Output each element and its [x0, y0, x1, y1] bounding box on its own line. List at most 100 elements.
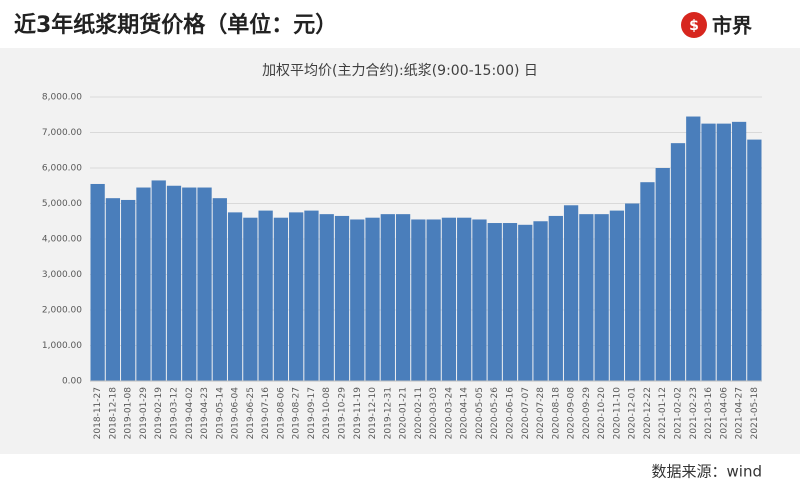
bar	[258, 210, 273, 381]
logo-text: 市界	[712, 14, 752, 38]
x-tick-label: 2019-05-14	[215, 387, 225, 440]
y-tick-label: 1,000.00	[42, 341, 82, 351]
bar	[273, 217, 289, 381]
bar	[548, 215, 563, 381]
x-tick-label: 2020-07-07	[521, 387, 531, 439]
bar	[686, 116, 701, 382]
x-tick-label: 2021-02-02	[674, 387, 684, 439]
x-tick-label: 2020-12-01	[628, 387, 638, 439]
bar	[166, 185, 182, 381]
x-tick-label: 2020-09-08	[567, 387, 577, 440]
x-tick-label: 2021-03-16	[704, 387, 714, 440]
x-tick-label: 2020-06-16	[506, 387, 516, 440]
bar	[212, 198, 227, 381]
bar	[121, 199, 136, 381]
x-tick-label: 2019-04-23	[200, 387, 210, 439]
bar	[304, 210, 319, 381]
bar	[426, 219, 441, 381]
x-tick-label: 2018-11-27	[93, 387, 103, 439]
bar	[395, 214, 411, 381]
x-tick-label: 2020-04-14	[460, 387, 470, 440]
bar	[289, 212, 304, 381]
bar	[625, 203, 640, 381]
x-tick-label: 2020-10-20	[597, 387, 607, 440]
x-tick-label: 2018-12-18	[108, 387, 118, 440]
x-tick-label: 2019-03-12	[170, 387, 180, 439]
page-title: 近3年纸浆期货价格（单位：元）	[14, 12, 337, 38]
x-tick-label: 2020-03-03	[429, 387, 439, 439]
y-tick-label: 7,000.00	[42, 128, 82, 138]
logo-icon	[681, 12, 707, 38]
bar	[518, 224, 533, 381]
bar	[197, 187, 212, 381]
x-tick-label: 2021-01-12	[658, 387, 668, 439]
bar	[701, 123, 716, 381]
x-tick-label: 2019-12-31	[383, 387, 393, 439]
chart-title: 加权平均价(主力合约):纸浆(9:00-15:00) 日	[262, 63, 538, 79]
x-tick-label: 2019-02-19	[154, 387, 164, 440]
x-tick-label: 2020-05-05	[475, 387, 485, 439]
x-tick-label: 2019-12-10	[368, 387, 378, 440]
bar	[105, 198, 121, 381]
bar	[365, 217, 380, 381]
x-tick-label: 2019-06-25	[246, 387, 256, 439]
x-tick-label: 2020-07-28	[536, 387, 546, 440]
bar	[609, 210, 625, 381]
y-tick-label: 3,000.00	[42, 270, 82, 280]
x-tick-label: 2020-11-10	[612, 387, 622, 440]
bar	[487, 223, 502, 381]
y-tick-label: 4,000.00	[42, 235, 82, 245]
bar	[90, 183, 105, 381]
x-tick-label: 2021-04-06	[719, 387, 729, 440]
bar	[579, 214, 594, 381]
y-tick-label: 2,000.00	[42, 306, 82, 316]
bar	[380, 214, 395, 381]
bar	[411, 219, 426, 381]
x-tick-label: 2020-03-24	[444, 387, 454, 440]
bar	[319, 214, 334, 381]
x-tick-label: 2019-08-06	[276, 387, 286, 440]
x-tick-label: 2020-05-26	[490, 387, 500, 440]
x-tick-label: 2019-06-04	[231, 387, 241, 440]
bar	[640, 182, 655, 381]
bar	[655, 168, 670, 381]
x-tick-label: 2020-01-21	[399, 387, 409, 439]
x-tick-label: 2019-11-19	[353, 387, 363, 440]
x-tick-label: 2021-05-18	[750, 387, 760, 440]
bar	[227, 212, 243, 381]
bar	[243, 217, 258, 381]
bar	[151, 180, 166, 381]
bar	[731, 121, 747, 381]
x-tick-label: 2019-01-29	[139, 387, 149, 440]
x-tick-label: 2021-04-27	[735, 387, 745, 439]
bar	[747, 139, 762, 381]
y-tick-label: 8,000.00	[42, 93, 82, 103]
y-tick-label: 0.00	[62, 377, 82, 387]
x-tick-label: 2020-02-11	[414, 387, 424, 439]
x-tick-label: 2019-08-27	[292, 387, 302, 439]
bar	[441, 217, 457, 381]
bar	[502, 223, 518, 381]
x-tick-label: 2020-08-18	[551, 387, 561, 440]
bar	[563, 205, 579, 381]
bar	[457, 217, 472, 381]
x-tick-label: 2020-12-22	[643, 387, 653, 439]
bar	[472, 219, 487, 381]
y-tick-label: 6,000.00	[42, 164, 82, 174]
bar	[136, 187, 151, 381]
x-tick-label: 2019-09-17	[307, 387, 317, 439]
logo-glyph: $	[689, 18, 699, 34]
x-tick-label: 2019-07-16	[261, 387, 271, 440]
bar	[670, 143, 686, 381]
bar	[533, 221, 548, 381]
x-tick-label: 2021-02-23	[689, 387, 699, 439]
bar	[350, 219, 365, 381]
bar	[182, 187, 197, 381]
bar	[594, 214, 609, 381]
x-tick-label: 2019-10-29	[338, 387, 348, 440]
bar	[716, 123, 731, 381]
x-tick-label: 2019-04-02	[185, 387, 195, 439]
source-note: 数据来源：wind	[652, 463, 762, 481]
x-tick-label: 2019-01-08	[124, 387, 134, 440]
